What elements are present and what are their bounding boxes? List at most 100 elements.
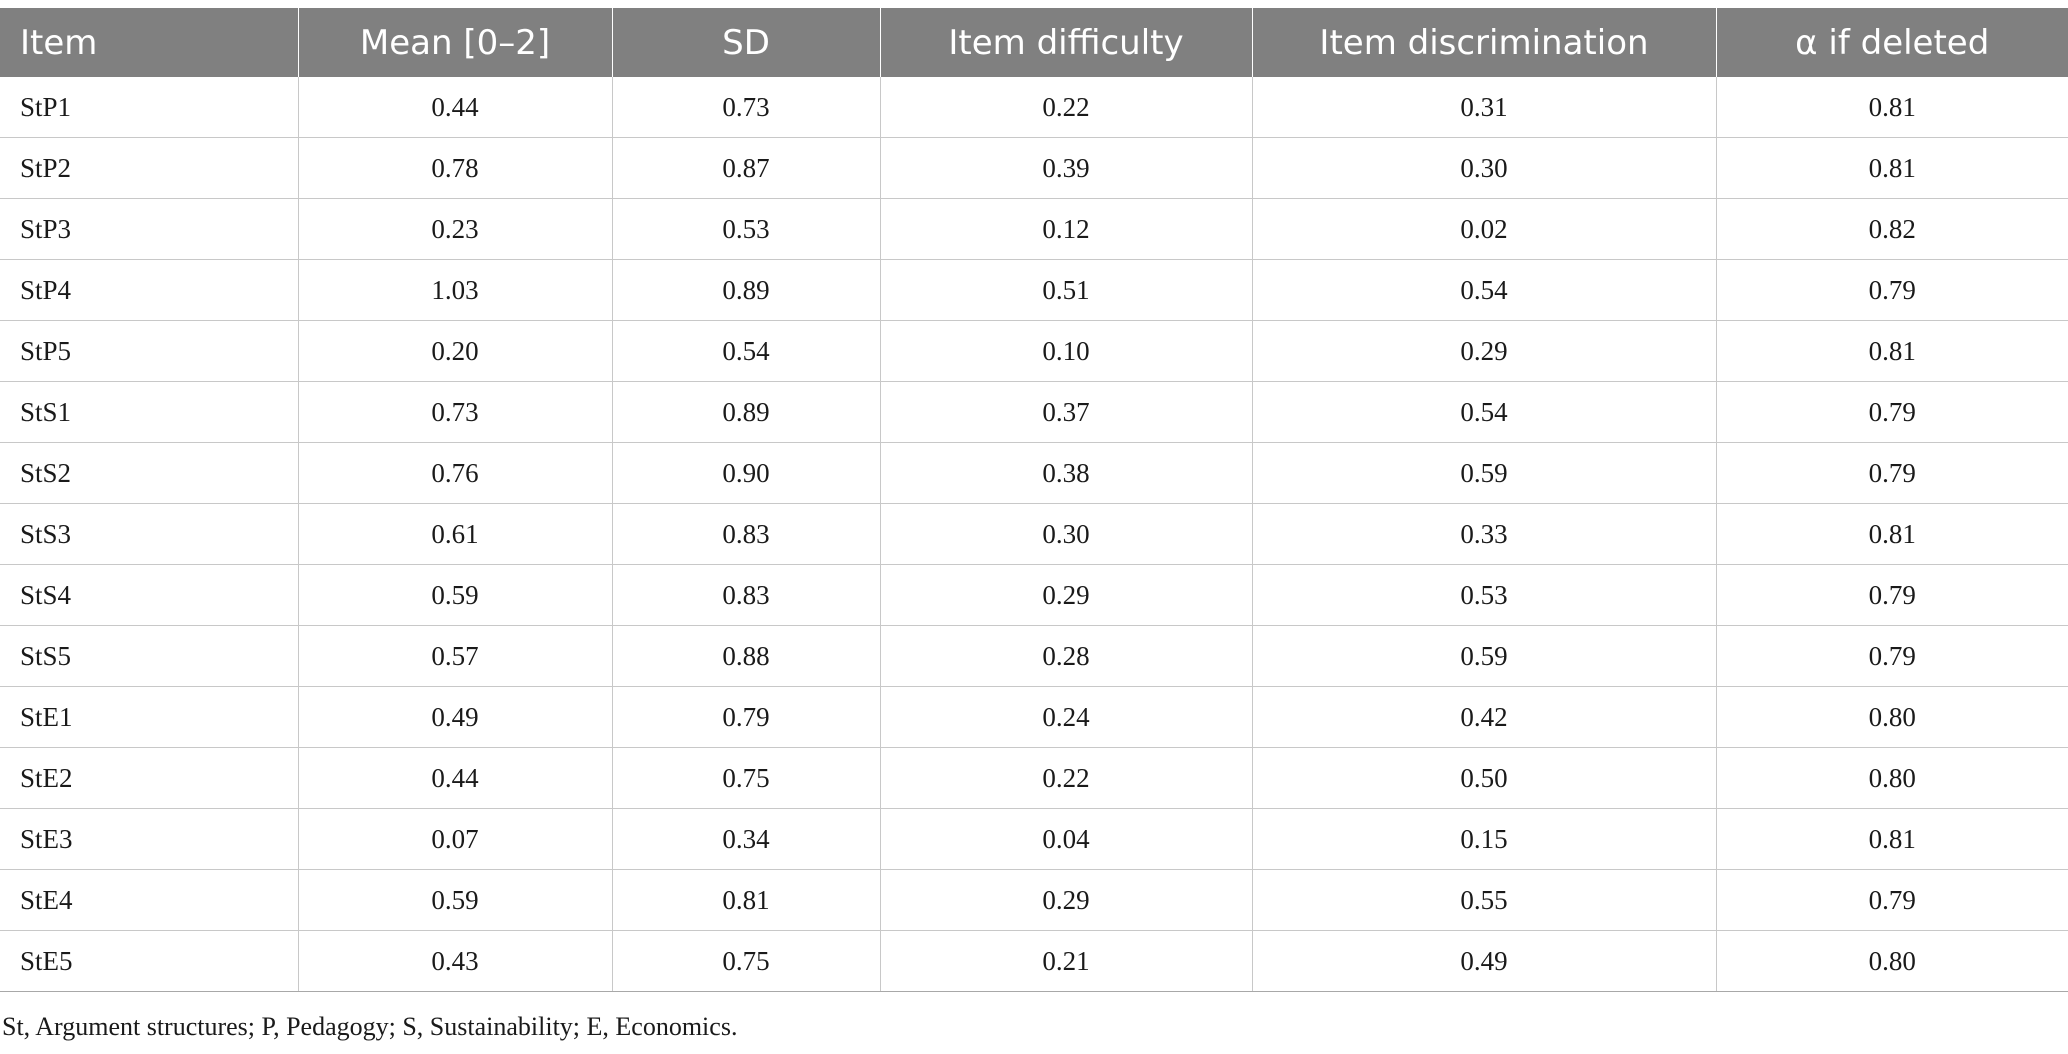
cell-sd: 0.90 bbox=[611, 442, 880, 504]
cell-alpha-if-deleted: 0.79 bbox=[1715, 259, 2068, 321]
cell-alpha-if-deleted: 0.80 bbox=[1715, 686, 2068, 748]
table-row: StS4 0.59 0.83 0.29 0.53 0.79 bbox=[0, 564, 2068, 626]
cell-alpha-if-deleted: 0.79 bbox=[1715, 564, 2068, 626]
cell-item-discrimination: 0.54 bbox=[1251, 259, 1716, 321]
cell-sd: 0.88 bbox=[611, 625, 880, 687]
cell-item: StE2 bbox=[0, 747, 298, 809]
cell-item-discrimination: 0.15 bbox=[1251, 808, 1716, 870]
cell-alpha-if-deleted: 0.79 bbox=[1715, 869, 2068, 931]
cell-sd: 0.54 bbox=[611, 320, 880, 382]
cell-item-discrimination: 0.49 bbox=[1251, 930, 1716, 992]
cell-alpha-if-deleted: 0.79 bbox=[1715, 381, 2068, 443]
cell-mean: 0.44 bbox=[297, 747, 612, 809]
table-container: Item Mean [0–2] SD Item difficulty Item … bbox=[0, 8, 2068, 992]
cell-alpha-if-deleted: 0.81 bbox=[1715, 808, 2068, 870]
table-row: StS1 0.73 0.89 0.37 0.54 0.79 bbox=[0, 381, 2068, 443]
header-mean: Mean [0–2] bbox=[297, 8, 612, 77]
cell-item: StE4 bbox=[0, 869, 298, 931]
table-row: StP4 1.03 0.89 0.51 0.54 0.79 bbox=[0, 259, 2068, 321]
cell-item-difficulty: 0.22 bbox=[879, 747, 1252, 809]
cell-item: StE1 bbox=[0, 686, 298, 748]
cell-sd: 0.73 bbox=[611, 77, 880, 138]
cell-alpha-if-deleted: 0.79 bbox=[1715, 625, 2068, 687]
table-row: StE1 0.49 0.79 0.24 0.42 0.80 bbox=[0, 686, 2068, 748]
cell-sd: 0.79 bbox=[611, 686, 880, 748]
header-item-difficulty: Item difficulty bbox=[879, 8, 1252, 77]
table-row: StE3 0.07 0.34 0.04 0.15 0.81 bbox=[0, 808, 2068, 870]
cell-mean: 0.20 bbox=[297, 320, 612, 382]
cell-sd: 0.81 bbox=[611, 869, 880, 931]
table-row: StP3 0.23 0.53 0.12 0.02 0.82 bbox=[0, 198, 2068, 260]
cell-item: StS1 bbox=[0, 381, 298, 443]
cell-alpha-if-deleted: 0.81 bbox=[1715, 503, 2068, 565]
cell-item-difficulty: 0.51 bbox=[879, 259, 1252, 321]
cell-alpha-if-deleted: 0.81 bbox=[1715, 77, 2068, 138]
cell-item-difficulty: 0.10 bbox=[879, 320, 1252, 382]
table-row: StE2 0.44 0.75 0.22 0.50 0.80 bbox=[0, 747, 2068, 809]
table-row: StP2 0.78 0.87 0.39 0.30 0.81 bbox=[0, 137, 2068, 199]
cell-item-discrimination: 0.31 bbox=[1251, 77, 1716, 138]
table-row: StE5 0.43 0.75 0.21 0.49 0.80 bbox=[0, 930, 2068, 992]
cell-item-difficulty: 0.22 bbox=[879, 77, 1252, 138]
cell-item-difficulty: 0.21 bbox=[879, 930, 1252, 992]
cell-mean: 0.23 bbox=[297, 198, 612, 260]
cell-mean: 0.73 bbox=[297, 381, 612, 443]
cell-sd: 0.89 bbox=[611, 259, 880, 321]
table-row: StP1 0.44 0.73 0.22 0.31 0.81 bbox=[0, 77, 2068, 138]
cell-sd: 0.89 bbox=[611, 381, 880, 443]
cell-item: StP3 bbox=[0, 198, 298, 260]
cell-item-discrimination: 0.59 bbox=[1251, 625, 1716, 687]
cell-item-difficulty: 0.24 bbox=[879, 686, 1252, 748]
cell-item-discrimination: 0.54 bbox=[1251, 381, 1716, 443]
cell-item-discrimination: 0.53 bbox=[1251, 564, 1716, 626]
cell-mean: 1.03 bbox=[297, 259, 612, 321]
cell-item-discrimination: 0.33 bbox=[1251, 503, 1716, 565]
cell-item: StE5 bbox=[0, 930, 298, 992]
table-row: StS2 0.76 0.90 0.38 0.59 0.79 bbox=[0, 442, 2068, 504]
cell-item: StP1 bbox=[0, 77, 298, 138]
cell-mean: 0.07 bbox=[297, 808, 612, 870]
cell-item-difficulty: 0.29 bbox=[879, 564, 1252, 626]
cell-sd: 0.75 bbox=[611, 747, 880, 809]
cell-item-discrimination: 0.42 bbox=[1251, 686, 1716, 748]
header-item-discrimination: Item discrimination bbox=[1251, 8, 1716, 77]
cell-mean: 0.57 bbox=[297, 625, 612, 687]
cell-mean: 0.49 bbox=[297, 686, 612, 748]
cell-item: StP4 bbox=[0, 259, 298, 321]
cell-item-difficulty: 0.28 bbox=[879, 625, 1252, 687]
cell-mean: 0.76 bbox=[297, 442, 612, 504]
cell-item-discrimination: 0.30 bbox=[1251, 137, 1716, 199]
table-row: StS3 0.61 0.83 0.30 0.33 0.81 bbox=[0, 503, 2068, 565]
cell-item-discrimination: 0.29 bbox=[1251, 320, 1716, 382]
cell-item-difficulty: 0.37 bbox=[879, 381, 1252, 443]
cell-mean: 0.59 bbox=[297, 564, 612, 626]
item-statistics-table: Item Mean [0–2] SD Item difficulty Item … bbox=[0, 8, 2068, 992]
cell-item-difficulty: 0.39 bbox=[879, 137, 1252, 199]
header-alpha-if-deleted: α if deleted bbox=[1715, 8, 2068, 77]
cell-alpha-if-deleted: 0.80 bbox=[1715, 747, 2068, 809]
cell-mean: 0.61 bbox=[297, 503, 612, 565]
cell-item-difficulty: 0.30 bbox=[879, 503, 1252, 565]
cell-item-difficulty: 0.29 bbox=[879, 869, 1252, 931]
cell-item-discrimination: 0.59 bbox=[1251, 442, 1716, 504]
cell-alpha-if-deleted: 0.81 bbox=[1715, 320, 2068, 382]
header-sd: SD bbox=[611, 8, 880, 77]
cell-sd: 0.53 bbox=[611, 198, 880, 260]
cell-alpha-if-deleted: 0.80 bbox=[1715, 930, 2068, 992]
header-row: Item Mean [0–2] SD Item difficulty Item … bbox=[0, 8, 2068, 77]
header-item: Item bbox=[0, 8, 298, 77]
cell-item-difficulty: 0.04 bbox=[879, 808, 1252, 870]
cell-item-discrimination: 0.55 bbox=[1251, 869, 1716, 931]
table-row: StP5 0.20 0.54 0.10 0.29 0.81 bbox=[0, 320, 2068, 382]
cell-alpha-if-deleted: 0.82 bbox=[1715, 198, 2068, 260]
cell-item: StP2 bbox=[0, 137, 298, 199]
cell-sd: 0.87 bbox=[611, 137, 880, 199]
cell-sd: 0.34 bbox=[611, 808, 880, 870]
cell-sd: 0.75 bbox=[611, 930, 880, 992]
cell-item-difficulty: 0.38 bbox=[879, 442, 1252, 504]
table-row: StE4 0.59 0.81 0.29 0.55 0.79 bbox=[0, 869, 2068, 931]
cell-mean: 0.44 bbox=[297, 77, 612, 138]
cell-item: StS4 bbox=[0, 564, 298, 626]
cell-mean: 0.78 bbox=[297, 137, 612, 199]
cell-item: StS5 bbox=[0, 625, 298, 687]
